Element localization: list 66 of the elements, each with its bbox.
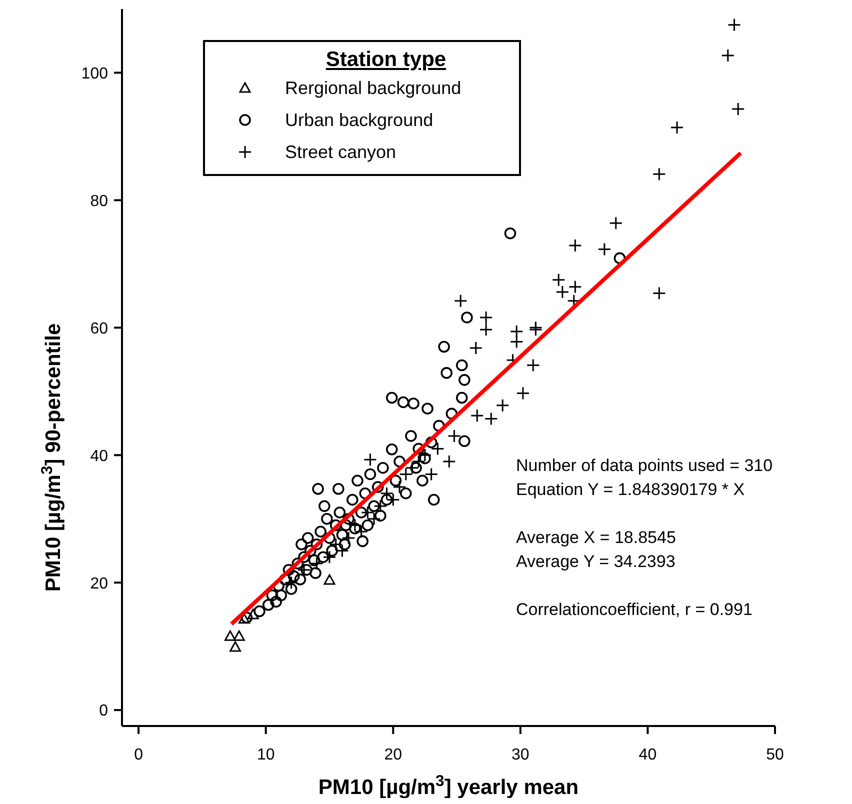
point: [556, 285, 570, 299]
legend-label: Rergional background: [285, 78, 462, 98]
point: [609, 216, 623, 230]
point: [447, 429, 461, 443]
y-tick-label: 60: [90, 320, 108, 338]
x-tick-label: 20: [384, 746, 402, 764]
annotation: Number of data points used = 310: [516, 455, 773, 477]
point: [392, 480, 406, 494]
point: [374, 499, 388, 513]
point: [568, 238, 582, 252]
y-tick-label: 80: [90, 192, 108, 210]
point: [598, 242, 612, 256]
point: [652, 286, 666, 300]
annotation: Average Y = 34.2393: [516, 551, 676, 573]
point: [469, 341, 483, 355]
y-tick-label: 100: [81, 65, 108, 82]
point: [405, 461, 419, 475]
point: [399, 468, 413, 482]
annotation: Average X = 18.8545: [516, 527, 677, 549]
x-tick-label: 50: [766, 746, 784, 764]
point: [496, 398, 510, 412]
point: [297, 563, 311, 577]
y-tick-label: 20: [90, 575, 108, 592]
point: [418, 448, 432, 462]
point: [324, 574, 336, 585]
point: [510, 334, 524, 348]
legend-label: Street canyon: [285, 142, 396, 162]
point: [238, 613, 250, 624]
point: [342, 531, 356, 545]
legend-title: Station type: [324, 48, 448, 72]
point: [454, 294, 468, 308]
point: [516, 386, 530, 400]
x-tick-label: 0: [134, 746, 144, 764]
x-tick-label: 30: [512, 746, 530, 764]
point: [233, 630, 245, 641]
point: [230, 641, 242, 652]
legend-label: Urban background: [285, 110, 434, 130]
point: [479, 322, 493, 336]
point: [284, 576, 298, 590]
point: [224, 630, 236, 641]
x-tick-label: 40: [638, 746, 657, 764]
point: [510, 324, 524, 338]
point: [247, 608, 259, 620]
point: [412, 454, 426, 468]
point: [430, 442, 444, 456]
point: [322, 550, 336, 564]
point: [484, 412, 498, 426]
y-tick-label: 0: [99, 702, 108, 720]
point: [526, 358, 540, 372]
point: [470, 408, 484, 422]
point: [552, 273, 566, 287]
point: [652, 167, 666, 181]
annotation: Correlationcoefficient, r = 0.991: [516, 599, 754, 621]
y-tick-label: 40: [90, 448, 108, 465]
point: [731, 102, 745, 116]
point: [728, 18, 742, 32]
point: [424, 468, 438, 482]
point: [568, 280, 582, 294]
point: [363, 452, 377, 466]
point: [670, 120, 684, 134]
point: [721, 48, 735, 62]
x-tick-label: 10: [256, 746, 275, 764]
point: [310, 556, 324, 570]
annotation: Equation Y = 1.848390179 * X: [516, 479, 746, 501]
point: [479, 310, 493, 324]
point: [442, 454, 456, 468]
